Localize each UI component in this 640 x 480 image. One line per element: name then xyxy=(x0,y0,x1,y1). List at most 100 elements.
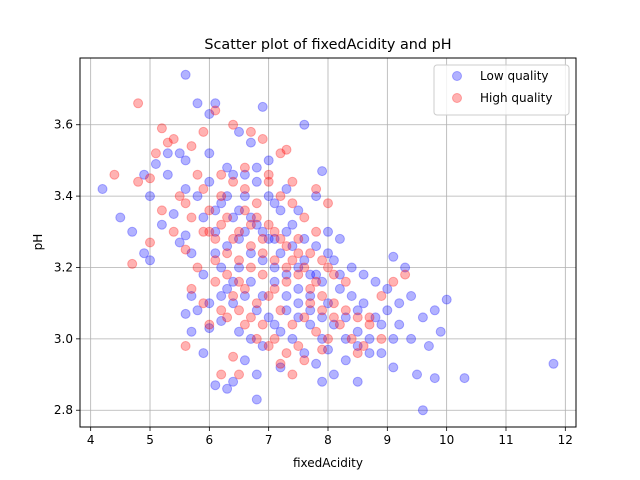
data-point xyxy=(275,233,286,244)
data-point xyxy=(251,298,262,309)
data-point xyxy=(281,262,292,273)
data-point xyxy=(204,176,215,187)
data-point xyxy=(287,319,298,330)
data-point xyxy=(352,305,363,316)
data-point xyxy=(352,326,363,337)
data-point xyxy=(281,269,292,280)
data-point xyxy=(222,283,233,294)
data-point xyxy=(222,248,233,259)
data-point xyxy=(269,333,280,344)
data-point xyxy=(145,237,155,248)
data-point xyxy=(352,376,363,387)
data-point xyxy=(239,191,250,202)
data-point xyxy=(370,276,381,287)
x-tick-label: 7 xyxy=(265,433,273,447)
y-axis-label: pH xyxy=(31,234,45,251)
data-point xyxy=(263,341,274,351)
data-point xyxy=(239,169,250,180)
data-point xyxy=(388,276,399,287)
data-point xyxy=(239,355,250,366)
data-point xyxy=(263,219,274,230)
data-point xyxy=(275,326,286,337)
data-point xyxy=(388,362,399,373)
data-point xyxy=(180,155,191,166)
data-point xyxy=(204,298,215,309)
data-point xyxy=(251,305,262,316)
data-point xyxy=(352,341,363,351)
data-point xyxy=(228,351,239,362)
data-point xyxy=(156,205,167,216)
data-point xyxy=(228,298,239,309)
data-point xyxy=(145,173,155,184)
data-point xyxy=(245,276,256,287)
data-point xyxy=(204,109,215,119)
data-point xyxy=(115,212,126,223)
x-tick-label: 9 xyxy=(384,433,392,447)
x-tick-label: 10 xyxy=(439,433,454,447)
data-point xyxy=(198,226,209,237)
data-point xyxy=(364,319,375,330)
data-point xyxy=(210,98,221,109)
data-point xyxy=(210,105,221,116)
data-point xyxy=(269,262,280,273)
data-point xyxy=(251,369,262,380)
data-point xyxy=(328,369,339,380)
data-point xyxy=(245,312,256,323)
data-point xyxy=(376,333,387,344)
legend: Low quality High quality xyxy=(433,64,570,116)
data-point xyxy=(340,305,351,316)
data-point xyxy=(459,373,470,384)
data-point xyxy=(251,176,262,187)
data-point xyxy=(210,248,221,259)
data-point xyxy=(293,312,304,323)
data-point xyxy=(257,226,268,237)
data-point xyxy=(251,394,262,405)
data-point xyxy=(263,169,274,180)
data-point xyxy=(222,269,233,280)
data-point xyxy=(406,333,417,344)
data-point xyxy=(323,298,333,309)
legend-label-high-quality: High quality xyxy=(480,91,552,105)
data-point xyxy=(127,258,138,269)
data-point xyxy=(198,126,209,137)
data-point xyxy=(234,276,244,287)
legend-marker-low-quality xyxy=(452,71,462,81)
data-point xyxy=(192,98,203,109)
y-tick-label: 2.8 xyxy=(54,403,73,417)
data-point xyxy=(251,198,262,209)
data-point xyxy=(275,305,286,316)
data-point xyxy=(198,348,209,359)
data-point xyxy=(162,148,173,159)
data-point xyxy=(388,251,399,262)
data-point xyxy=(180,308,191,319)
data-point xyxy=(133,98,144,109)
data-point xyxy=(317,333,328,344)
data-point xyxy=(257,341,268,351)
data-point xyxy=(317,291,328,301)
data-point xyxy=(400,269,411,280)
data-point xyxy=(305,269,316,280)
data-point xyxy=(216,198,227,209)
data-point xyxy=(293,283,304,294)
x-tick-label: 8 xyxy=(324,433,332,447)
legend-marker-high-quality xyxy=(452,93,462,103)
data-point xyxy=(162,169,173,180)
data-point xyxy=(334,319,345,330)
data-point xyxy=(198,184,209,194)
series-high-quality xyxy=(109,98,411,380)
data-point xyxy=(139,169,150,180)
data-point xyxy=(180,69,191,80)
data-point xyxy=(281,144,292,155)
data-point xyxy=(364,348,375,359)
data-point xyxy=(293,341,304,351)
data-point xyxy=(239,226,250,237)
data-point xyxy=(156,219,167,230)
data-point xyxy=(263,312,274,323)
data-point xyxy=(186,141,197,152)
legend-box xyxy=(433,64,570,116)
data-point xyxy=(150,148,161,159)
data-point xyxy=(228,119,239,130)
data-point xyxy=(406,291,417,301)
data-point xyxy=(323,198,333,209)
